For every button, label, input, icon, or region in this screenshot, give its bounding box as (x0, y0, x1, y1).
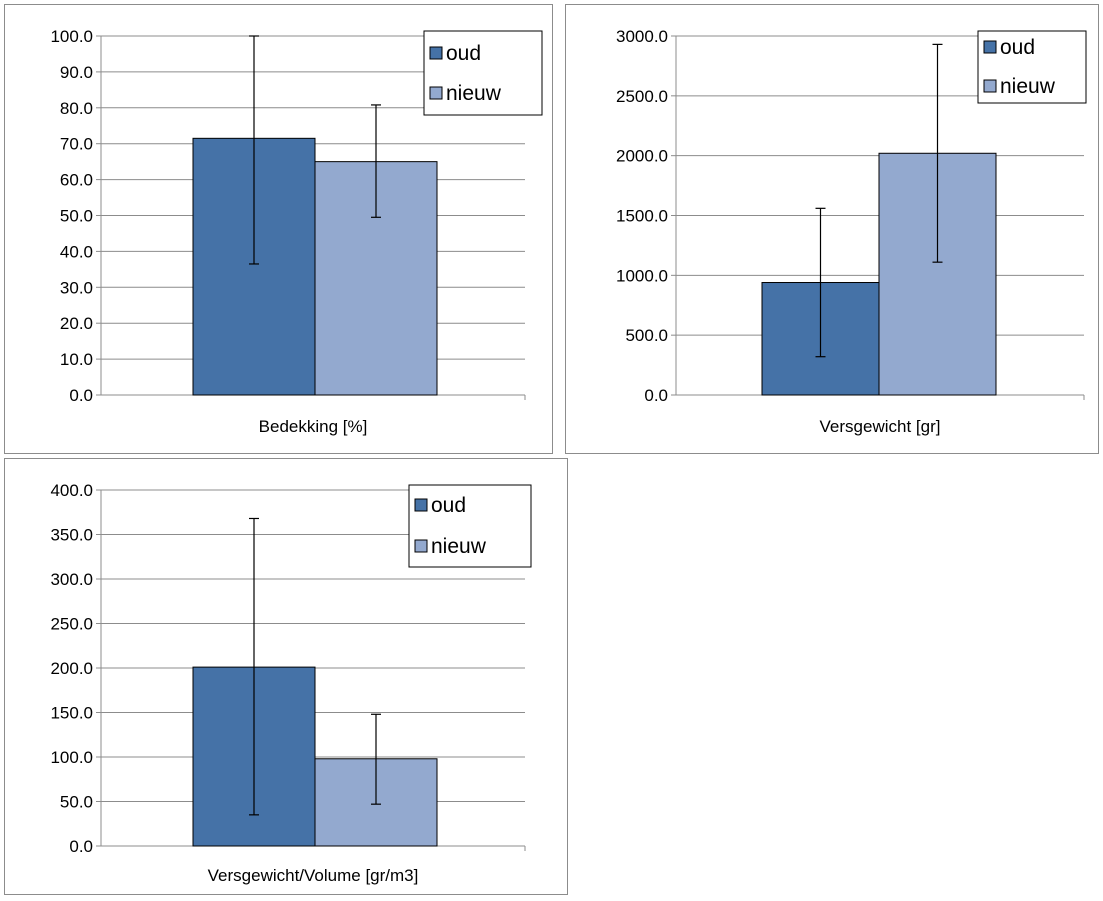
y-tick-label: 20.0 (60, 314, 93, 333)
chart-svg-versgewicht-volume: 0.0 50.0 100.0 150.0 200.0 250.0 300.0 350.0 400… (50, 481, 532, 885)
legend-swatch-oud (414, 498, 428, 512)
legend: oud nieuw (408, 484, 532, 568)
legend: oud nieuw (977, 30, 1087, 104)
bars (761, 43, 997, 396)
y-tick-label: 0.0 (69, 386, 93, 405)
y-tick-label: 300.0 (50, 570, 93, 589)
chart-panel-versgewicht-volume: 0.0 50.0 100.0 150.0 200.0 250.0 300.0 350.0 400… (4, 458, 568, 895)
x-axis-label: Versgewicht [gr] (820, 417, 941, 436)
y-tick-label: 1000.0 (616, 266, 668, 285)
legend-label-nieuw: nieuw (1000, 75, 1056, 98)
legend-label-nieuw: nieuw (431, 535, 487, 558)
legend-box (408, 484, 532, 568)
y-tick-label: 250.0 (50, 615, 93, 634)
y-tick-label: 100.0 (50, 748, 93, 767)
y-tick-label: 90.0 (60, 63, 93, 82)
chart-svg-bedekking: 0.0 10.0 20.0 30.0 40.0 50.0 60.0 70.0 80.0 90.0 1… (50, 27, 543, 436)
legend: oud nieuw (423, 30, 543, 116)
chart-panel-versgewicht: 0.0 500.0 1000.0 1500.0 2000.0 2500.0 3000.0 Ve… (565, 4, 1099, 454)
y-tick-label: 2500.0 (616, 87, 668, 106)
y-tick-label: 500.0 (625, 326, 668, 345)
y-tick-label: 50.0 (60, 207, 93, 226)
y-tick-label: 10.0 (60, 350, 93, 369)
legend-swatch-nieuw (983, 79, 997, 93)
y-axis: 0.0 50.0 100.0 150.0 200.0 250.0 300.0 350.0 400… (50, 481, 526, 856)
y-tick-label: 1500.0 (616, 207, 668, 226)
chart-panel-bedekking: 0.0 10.0 20.0 30.0 40.0 50.0 60.0 70.0 80.0 90.0 1… (4, 4, 553, 454)
y-tick-label: 400.0 (50, 481, 93, 500)
legend-swatch-nieuw (429, 86, 443, 100)
y-tick-label: 80.0 (60, 99, 93, 118)
bars (192, 35, 438, 396)
legend-label-oud: oud (1000, 36, 1035, 59)
x-axis-label: Bedekking [%] (259, 417, 368, 436)
y-tick-label: 200.0 (50, 659, 93, 678)
legend-label-nieuw: nieuw (446, 82, 502, 105)
y-tick-label: 150.0 (50, 704, 93, 723)
y-tick-label: 60.0 (60, 171, 93, 190)
legend-box (423, 30, 543, 116)
legend-swatch-oud (983, 40, 997, 54)
legend-swatch-nieuw (414, 539, 428, 553)
x-axis-label: Versgewicht/Volume [gr/m3] (208, 866, 419, 885)
y-tick-label: 350.0 (50, 526, 93, 545)
y-tick-label: 0.0 (644, 386, 668, 405)
y-tick-label: 0.0 (69, 837, 93, 856)
chart-svg-versgewicht: 0.0 500.0 1000.0 1500.0 2000.0 2500.0 3000.0 Ve… (616, 27, 1087, 436)
y-tick-label: 30.0 (60, 278, 93, 297)
y-tick-label: 70.0 (60, 135, 93, 154)
bars (192, 517, 438, 847)
y-tick-label: 2000.0 (616, 147, 668, 166)
y-tick-label: 50.0 (60, 793, 93, 812)
y-tick-label: 3000.0 (616, 27, 668, 46)
legend-swatch-oud (429, 46, 443, 60)
y-tick-label: 40.0 (60, 242, 93, 261)
y-tick-label: 100.0 (50, 27, 93, 46)
legend-label-oud: oud (446, 42, 481, 65)
legend-label-oud: oud (431, 494, 466, 517)
